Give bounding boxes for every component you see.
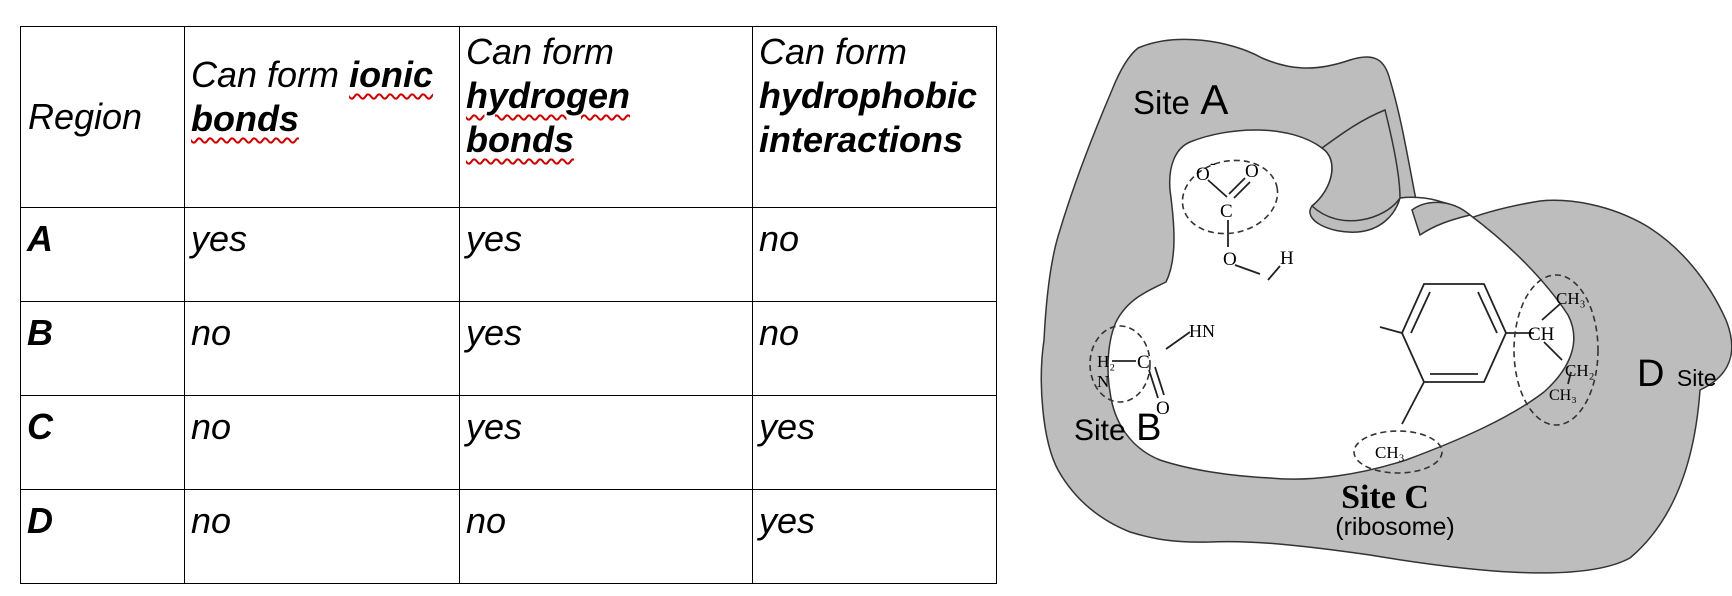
atom-methyl: CH₃ [1375,443,1405,462]
atom-branch-ch3-top: CH₃ [1556,289,1586,308]
header-hydrogen-suffix: bonds [466,119,574,160]
amine-ellipse [1089,325,1151,403]
ring-double-bond-2 [1477,291,1498,334]
cell-hydrophobic: yes [752,489,997,584]
header-region-label: Region [28,96,143,137]
amide-c-o-bond-b [1154,366,1165,396]
header-hydrogen-keyword: hydrogen [466,75,631,116]
atom-branch-ch: CH [1528,324,1555,345]
atom-carboxyl-c: C [1220,201,1233,222]
atom-o-minus: O [1196,164,1210,185]
atom-o-double: O [1245,161,1259,182]
cell-ionic: yes [184,207,460,302]
cell-hydrophobic: no [752,301,997,396]
c-o-double-bond-b [1233,181,1251,199]
ring-double-bond-1 [1410,291,1431,334]
region-ellipses [1089,159,1599,474]
site-d-lobe-edge [1411,201,1472,237]
site-a-letter: A [1200,76,1228,123]
site-c-note: (ribosome) [1335,513,1454,541]
table-row: B no yes no [20,301,997,396]
atom-branch-ch3-bottom: CH₃ [1549,387,1577,404]
table-row: A yes yes no [20,207,997,302]
site-b-word: Site [1074,414,1126,447]
ring-methyl-bond [1401,381,1425,425]
header-hydrogen-prefix: Can form [466,31,615,72]
header-hydrogen: Can form hydrogen bonds [459,26,753,208]
atom-charge: - [1210,155,1215,172]
table-row: D no no yes [20,489,997,584]
row-region-a: A [20,207,185,302]
atom-amide-nh: HN [1189,321,1215,341]
atom-ester-o: O [1223,249,1237,270]
site-b-letter: B [1136,407,1161,449]
ester-o-ring-bond [1234,264,1261,275]
cell-hydrogen: no [459,489,753,584]
nh-amide-c-bond [1165,331,1191,350]
methyl-ellipse [1353,430,1443,474]
ch-ch3-bond [1541,303,1561,321]
cell-hydrogen: yes [459,301,753,396]
ring-nh-bond [1379,326,1403,334]
site-b-label: Site B [1074,407,1162,449]
cell-hydrophobic: no [752,207,997,302]
atom-amide-o: O [1156,398,1170,419]
c-o-minus-bond [1207,179,1228,198]
header-ionic-suffix: bonds [191,98,299,139]
site-a-arm [1310,108,1401,222]
site-a-word: Site [1133,84,1190,121]
cell-hydrogen: yes [459,395,753,490]
atom-amine-h2: H₂ [1097,352,1115,371]
header-region: Region [20,26,185,208]
cell-hydrogen: yes [459,207,753,302]
header-ionic-keyword: ionic [349,54,434,95]
row-region-b: B [20,301,185,396]
ring-h-bond [1267,265,1281,281]
header-ionic-prefix: Can form [191,54,340,95]
atom-branch-ch2: CH₂ [1565,361,1595,380]
ch2-ch3-bond [1567,371,1572,385]
atom-amide-c: C [1137,352,1150,373]
table-row: C no yes yes [20,395,997,490]
binding-pocket-diagram: Site A Site B D Site Site C (ribosome) [1040,38,1732,574]
c-o-double-bond-a [1228,177,1246,195]
header-hydrophobic-keyword: hydrophobic [759,75,977,116]
header-ionic: Can form ionic bonds [184,26,460,208]
ch-ch2-bond [1543,341,1563,361]
branch-ellipse [1513,274,1599,426]
row-region-d: D [20,489,185,584]
atom-labels: O - O C O H HN C O H₂ N CH₃ CH CH₃ CH₂ C… [1097,155,1595,462]
header-hydrophobic: Can form hydrophobic interactions [752,26,997,208]
atom-amine-n: N [1097,372,1109,391]
amide-c-o-bond-a [1148,369,1159,399]
site-d-letter: D [1637,353,1664,395]
carboxylate-ellipse [1181,159,1279,235]
row-region-c: C [20,395,185,490]
site-d-label: D Site [1637,353,1717,395]
region-properties-table: Region Can form ionic bonds Can form hyd… [20,26,997,584]
cell-hydrophobic: yes [752,395,997,490]
site-c-label: Site C [1341,479,1429,516]
cell-ionic: no [184,489,460,584]
table-header-row: Region Can form ionic bonds Can form hyd… [20,26,997,208]
header-hydrophobic-suffix: interactions [759,119,964,160]
header-hydrophobic-prefix: Can form [759,31,908,72]
cell-ionic: no [184,395,460,490]
atom-ring-h: H [1280,248,1294,269]
site-a-label: Site A [1133,76,1228,123]
site-d-word: Site [1677,365,1717,391]
cell-ionic: no [184,301,460,396]
